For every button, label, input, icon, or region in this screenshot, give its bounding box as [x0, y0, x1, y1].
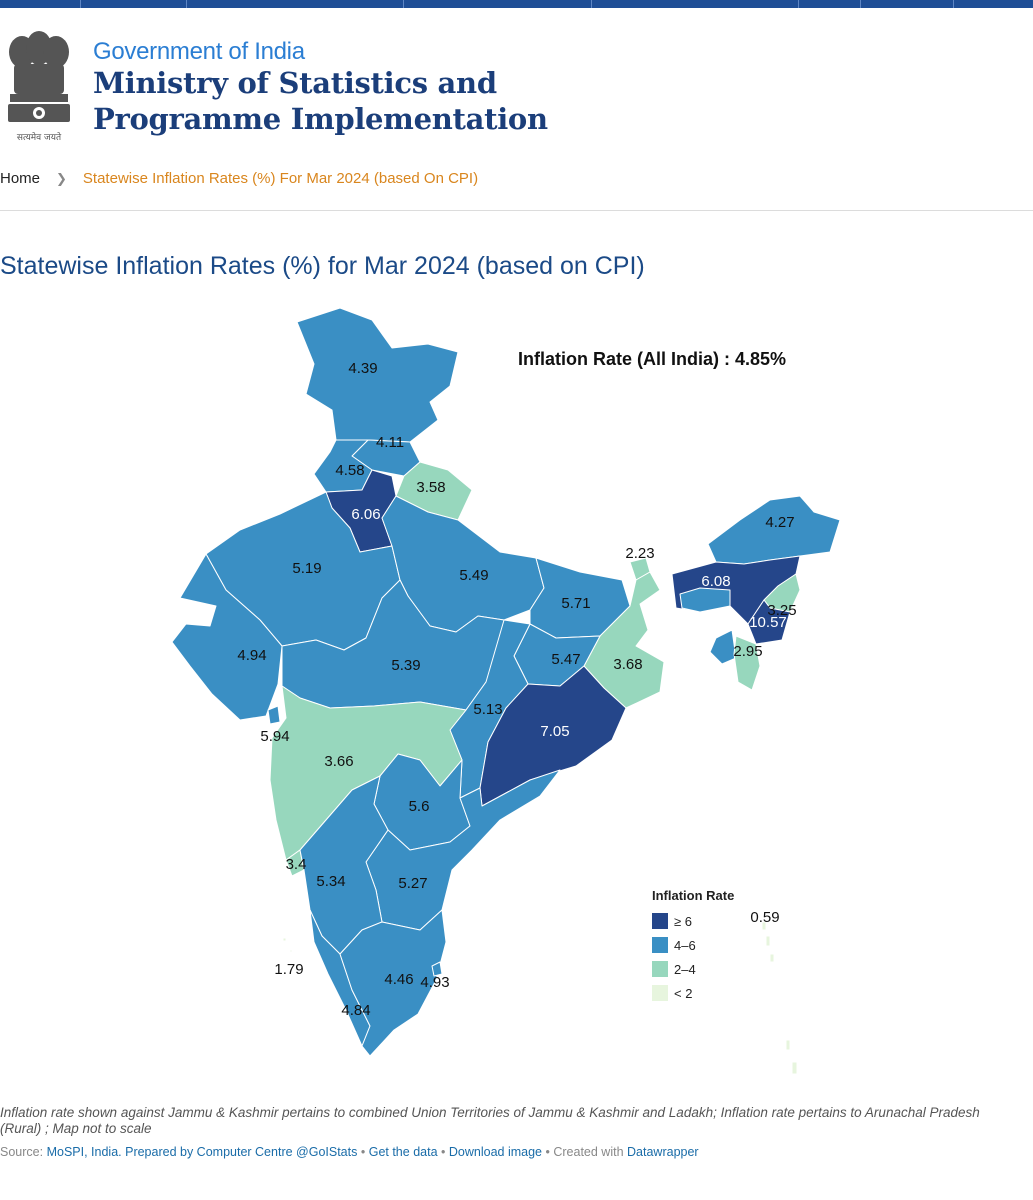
legend-item-lt2: < 2: [652, 981, 734, 1005]
state-daman-diu[interactable]: [267, 705, 281, 725]
legend-swatch: [652, 913, 668, 929]
state-value-label: 6.06: [351, 506, 380, 523]
state-value-label: 5.19: [292, 560, 321, 577]
government-label: Government of India: [93, 38, 305, 65]
state-value-label: 7.05: [540, 723, 569, 740]
state-value-label: 4.94: [237, 647, 266, 664]
state-tripura[interactable]: [709, 629, 737, 665]
prepared-by-link[interactable]: Prepared by Computer Centre @GoIStats: [125, 1145, 358, 1159]
source-link[interactable]: MoSPI, India.: [46, 1145, 122, 1159]
state-value-label: 4.84: [341, 1002, 370, 1019]
chevron-right-icon: ❯: [56, 171, 67, 186]
state-value-label: 3.68: [613, 656, 642, 673]
legend-swatch: [652, 985, 668, 1001]
source-line: Source: MoSPI, India. Prepared by Comput…: [0, 1145, 699, 1159]
state-value-label: 4.11: [376, 434, 404, 451]
created-with-label: Created with: [553, 1145, 624, 1159]
state-value-label: 5.94: [260, 728, 289, 745]
state-value-label: 4.93: [420, 974, 449, 991]
divider: [0, 210, 1033, 211]
state-value-label: 4.27: [765, 514, 794, 531]
nicobar-island[interactable]: [785, 1039, 791, 1051]
state-tamil-nadu[interactable]: [339, 909, 447, 1057]
state-value-label: 3.58: [416, 479, 445, 496]
state-manipur[interactable]: [747, 599, 791, 645]
legend-label: 4–6: [674, 937, 696, 953]
india-inflation-map: 4.39 4.11 4.58 3.58 6.06 5.19 5.49 5.71 2.23 4.27…: [171, 307, 841, 1075]
site-header: सत्यमेव जयते Government of India Ministr…: [0, 26, 1033, 156]
state-value-label: 5.71: [561, 595, 590, 612]
state-value-label: 5.6: [409, 798, 430, 815]
breadcrumb: Home ❯ Statewise Inflation Rates (%) For M…: [0, 170, 478, 187]
state-value-label: 2.95: [733, 643, 762, 660]
legend-item-4-6: 4–6: [652, 933, 734, 957]
legend-label: ≥ 6: [674, 913, 692, 929]
state-value-label: 0.59: [750, 909, 779, 926]
state-value-label: 4.58: [335, 462, 364, 479]
datawrapper-link[interactable]: Datawrapper: [627, 1145, 699, 1159]
get-data-link[interactable]: Get the data: [368, 1145, 438, 1159]
legend: Inflation Rate ≥ 6 4–6 2–4 < 2: [652, 888, 734, 1005]
state-odisha[interactable]: [479, 665, 627, 807]
national-emblem-icon[interactable]: सत्यमेव जयते: [2, 30, 76, 148]
emblem-motto: सत्यमेव जयते: [17, 131, 62, 143]
state-value-label: 3.25: [767, 602, 796, 619]
breadcrumb-current: Statewise Inflation Rates (%) For Mar 20…: [82, 170, 479, 187]
page-title: Statewise Inflation Rates (%) for Mar 20…: [0, 252, 645, 280]
lakshadweep-island[interactable]: [282, 937, 287, 942]
state-value-label: 2.23: [625, 545, 654, 562]
legend-item-2-4: 2–4: [652, 957, 734, 981]
state-value-label: 3.66: [324, 753, 353, 770]
breadcrumb-home-link[interactable]: Home: [0, 170, 41, 187]
state-puducherry[interactable]: [431, 961, 443, 977]
ministry-name-line2[interactable]: Programme Implementation: [93, 102, 548, 136]
state-value-label: 5.39: [391, 657, 420, 674]
state-value-label: 1.79: [274, 961, 303, 978]
state-value-label: 5.13: [473, 701, 502, 718]
separator-dot: •: [360, 1145, 366, 1159]
legend-label: 2–4: [674, 961, 696, 977]
state-value-label: 5.27: [398, 875, 427, 892]
legend-title: Inflation Rate: [652, 888, 735, 903]
state-value-label: 5.49: [459, 567, 488, 584]
legend-label: < 2: [674, 985, 693, 1001]
andaman-island[interactable]: [761, 921, 767, 931]
ministry-name-line1[interactable]: Ministry of Statistics and: [93, 66, 497, 100]
map-note: Inflation rate shown against Jammu & Kas…: [0, 1105, 980, 1136]
source-prefix: Source:: [0, 1145, 44, 1159]
legend-swatch: [652, 961, 668, 977]
all-india-inflation-label: Inflation Rate (All India) : 4.85%: [518, 349, 787, 369]
state-mizoram[interactable]: [733, 635, 761, 691]
state-value-label: 10.57: [749, 614, 787, 631]
separator-dot: •: [441, 1145, 446, 1159]
state-gujarat[interactable]: [171, 553, 283, 721]
top-nav-bar: [0, 0, 1033, 8]
state-meghalaya[interactable]: [679, 587, 731, 613]
download-image-link[interactable]: Download image: [448, 1145, 542, 1159]
state-jammu-kashmir[interactable]: [296, 307, 459, 443]
state-value-label: 5.47: [551, 651, 580, 668]
state-value-label: 4.46: [384, 971, 413, 988]
state-value-label: 6.08: [701, 573, 730, 590]
separator-dot: •: [545, 1145, 550, 1159]
legend-swatch: [652, 937, 668, 953]
state-value-label: 3.4: [286, 856, 307, 873]
state-value-label: 5.34: [316, 873, 345, 890]
state-value-label: 4.39: [348, 360, 377, 377]
legend-item-ge6: ≥ 6: [652, 909, 734, 933]
